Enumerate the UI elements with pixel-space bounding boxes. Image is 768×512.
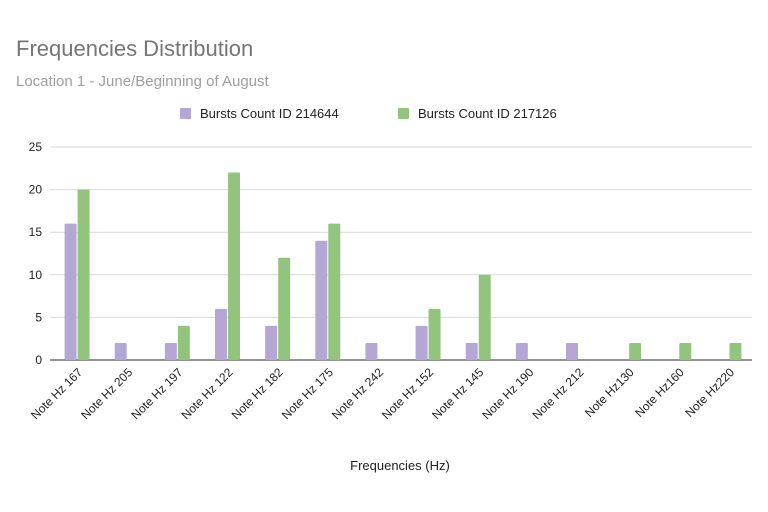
x-tick-label: Note Hz 242 <box>329 365 386 422</box>
x-tick-label: Note Hz 197 <box>128 365 185 422</box>
chart-subtitle: Location 1 - June/Beginning of August <box>16 73 269 90</box>
bar-1 <box>315 240 328 360</box>
bar-2 <box>679 342 692 360</box>
bar-2 <box>729 342 742 360</box>
x-tick-label: Note Hz 175 <box>279 365 336 422</box>
y-tick-label: 0 <box>35 353 42 367</box>
x-tick-label: Note Hz160 <box>632 365 687 420</box>
x-tick-label: Note Hz220 <box>682 365 737 420</box>
legend-label: Bursts Count ID 217126 <box>418 106 557 121</box>
bar-2 <box>428 308 441 360</box>
y-tick-label: 10 <box>29 268 43 282</box>
x-tick-label: Note Hz 212 <box>530 365 587 422</box>
x-tick-label: Note Hz 190 <box>479 365 536 422</box>
legend-label: Bursts Count ID 214644 <box>200 106 339 121</box>
bars <box>64 172 742 360</box>
legend-swatch <box>398 108 409 119</box>
legend-swatch <box>180 108 191 119</box>
y-tick-label: 25 <box>29 140 43 154</box>
x-tick-label: Note Hz 182 <box>229 365 286 422</box>
x-tick-label: Note Hz 152 <box>379 365 436 422</box>
bar-1 <box>114 342 127 360</box>
bar-1 <box>215 308 227 360</box>
y-tick-label: 20 <box>29 183 43 197</box>
x-tick-label: Note Hz 145 <box>429 365 486 422</box>
x-axis-label: Frequencies (Hz) <box>350 458 450 473</box>
bar-1 <box>365 342 378 360</box>
legend: Bursts Count ID 214644 Bursts Count ID 21… <box>180 106 557 121</box>
bar-2 <box>177 325 190 360</box>
bar-1 <box>265 325 278 360</box>
chart-title: Frequencies Distribution <box>16 36 254 61</box>
bar-2 <box>629 342 642 360</box>
y-tick-label: 15 <box>29 225 43 239</box>
bar-2 <box>77 189 90 360</box>
x-tick-label: Note Hz 205 <box>78 365 135 422</box>
bar-1 <box>465 342 478 360</box>
bar-2 <box>228 172 240 360</box>
bar-1 <box>64 223 77 360</box>
bar-2 <box>478 274 491 360</box>
bar-1 <box>566 342 578 360</box>
x-tick-label: Note Hz 122 <box>179 365 236 422</box>
bar-1 <box>515 342 528 360</box>
bar-2 <box>278 257 291 360</box>
x-tick-label: Note Hz130 <box>582 365 637 420</box>
x-tick-label: Note Hz 167 <box>28 365 85 422</box>
gridlines: 0 5 10 15 20 25 <box>29 140 752 367</box>
bar-1 <box>415 325 428 360</box>
y-tick-label: 5 <box>35 310 42 324</box>
bar-2 <box>328 223 341 360</box>
bar-1 <box>164 342 177 360</box>
